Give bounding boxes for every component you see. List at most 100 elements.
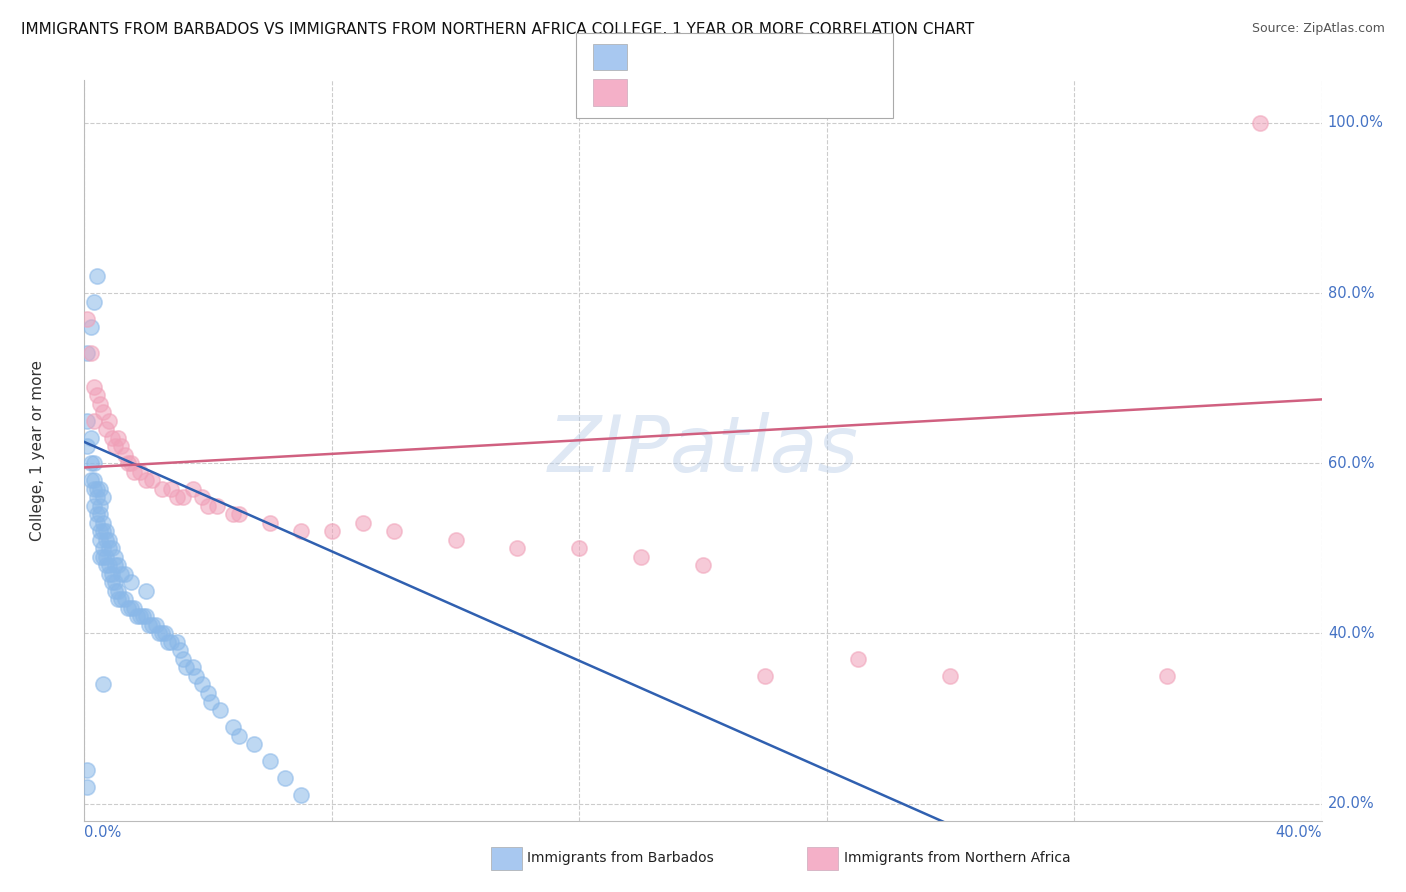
Point bbox=[86, 508, 108, 522]
Point bbox=[630, 549, 652, 564]
Point bbox=[79, 456, 101, 470]
Point bbox=[169, 643, 191, 657]
Text: 80.0%: 80.0% bbox=[1327, 285, 1374, 301]
Point bbox=[89, 524, 111, 539]
Point bbox=[274, 771, 297, 785]
Point bbox=[91, 405, 114, 419]
Point bbox=[89, 508, 111, 522]
Text: 40.0%: 40.0% bbox=[1275, 825, 1322, 840]
Point bbox=[120, 575, 142, 590]
Point bbox=[259, 516, 281, 530]
Point bbox=[166, 490, 188, 504]
Point bbox=[98, 414, 121, 428]
Point bbox=[91, 524, 114, 539]
Point bbox=[191, 490, 214, 504]
Point bbox=[101, 566, 124, 581]
Point bbox=[94, 533, 117, 547]
Point bbox=[79, 345, 101, 359]
Point bbox=[91, 541, 114, 556]
Point bbox=[110, 439, 132, 453]
Text: Immigrants from Barbados: Immigrants from Barbados bbox=[527, 851, 714, 865]
Point bbox=[568, 541, 591, 556]
Point bbox=[117, 600, 139, 615]
Point bbox=[83, 482, 105, 496]
Point bbox=[172, 490, 194, 504]
Point bbox=[846, 652, 869, 666]
Point bbox=[89, 549, 111, 564]
Point bbox=[156, 635, 179, 649]
Point bbox=[148, 626, 170, 640]
Point bbox=[191, 677, 214, 691]
Point bbox=[76, 763, 98, 777]
Point bbox=[172, 652, 194, 666]
Point bbox=[98, 558, 121, 573]
Point bbox=[89, 482, 111, 496]
Point bbox=[1249, 116, 1271, 130]
Point bbox=[114, 566, 136, 581]
Point bbox=[83, 294, 105, 309]
Point bbox=[228, 508, 250, 522]
Point bbox=[104, 575, 127, 590]
Point bbox=[184, 669, 207, 683]
Point bbox=[129, 465, 152, 479]
Point bbox=[110, 592, 132, 607]
Point bbox=[86, 482, 108, 496]
Text: 0.0%: 0.0% bbox=[84, 825, 121, 840]
Point bbox=[754, 669, 776, 683]
Text: IMMIGRANTS FROM BARBADOS VS IMMIGRANTS FROM NORTHERN AFRICA COLLEGE, 1 YEAR OR M: IMMIGRANTS FROM BARBADOS VS IMMIGRANTS F… bbox=[21, 22, 974, 37]
Point bbox=[101, 575, 124, 590]
Point bbox=[101, 431, 124, 445]
Text: ZIPatlas: ZIPatlas bbox=[547, 412, 859, 489]
Point bbox=[692, 558, 714, 573]
Text: R = -0.302   N = 86: R = -0.302 N = 86 bbox=[637, 50, 808, 64]
Point bbox=[939, 669, 962, 683]
Point bbox=[86, 516, 108, 530]
Point bbox=[141, 618, 163, 632]
Point bbox=[83, 414, 105, 428]
Point bbox=[107, 558, 129, 573]
Text: 100.0%: 100.0% bbox=[1327, 115, 1384, 130]
Point bbox=[76, 345, 98, 359]
Point bbox=[86, 490, 108, 504]
Point bbox=[352, 516, 374, 530]
Text: 60.0%: 60.0% bbox=[1327, 456, 1374, 471]
Point bbox=[209, 703, 232, 717]
Point bbox=[117, 456, 139, 470]
Point bbox=[120, 456, 142, 470]
Text: 20.0%: 20.0% bbox=[1327, 797, 1375, 811]
Point bbox=[76, 414, 98, 428]
Point bbox=[122, 465, 145, 479]
Point bbox=[321, 524, 343, 539]
Point bbox=[290, 524, 312, 539]
Point bbox=[181, 482, 204, 496]
Point bbox=[135, 609, 157, 624]
Point bbox=[145, 618, 167, 632]
Point bbox=[79, 431, 101, 445]
Point bbox=[150, 482, 173, 496]
Point bbox=[1156, 669, 1178, 683]
Point bbox=[107, 583, 129, 598]
Point bbox=[132, 609, 155, 624]
Point bbox=[91, 490, 114, 504]
Point bbox=[176, 660, 198, 674]
Point bbox=[107, 431, 129, 445]
Point bbox=[91, 516, 114, 530]
Point bbox=[207, 499, 229, 513]
Point bbox=[382, 524, 405, 539]
Point bbox=[91, 677, 114, 691]
Point bbox=[129, 609, 152, 624]
Point bbox=[94, 422, 117, 436]
Point bbox=[94, 549, 117, 564]
Point bbox=[150, 626, 173, 640]
Point bbox=[160, 482, 183, 496]
Point bbox=[76, 780, 98, 794]
Point bbox=[89, 533, 111, 547]
Point bbox=[94, 524, 117, 539]
Point bbox=[104, 558, 127, 573]
Point bbox=[290, 788, 312, 802]
Point bbox=[222, 508, 245, 522]
Point bbox=[89, 397, 111, 411]
Point bbox=[98, 566, 121, 581]
Point bbox=[94, 558, 117, 573]
Text: R =  0.081   N = 45: R = 0.081 N = 45 bbox=[637, 86, 807, 100]
